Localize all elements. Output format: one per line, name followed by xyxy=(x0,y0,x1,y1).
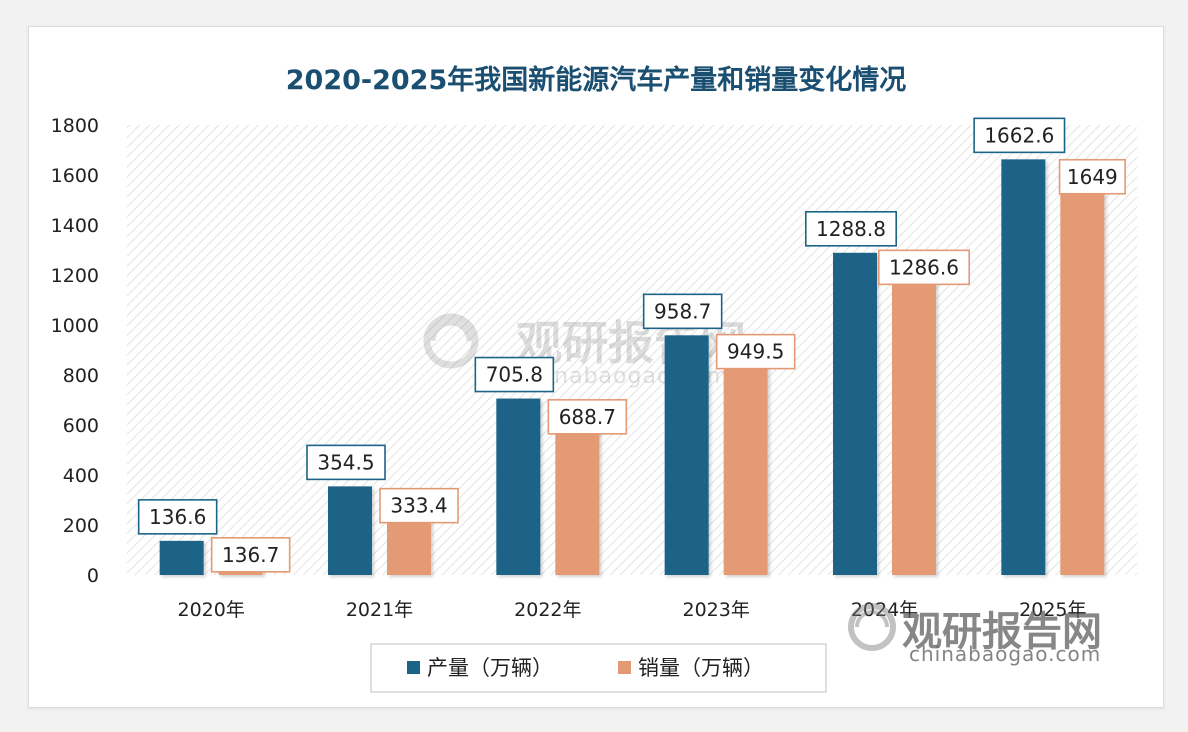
watermark-logo-icon xyxy=(423,313,479,369)
chart: 2020-2025年我国新能源汽车产量和销量变化情况 观研报告网 chinaba… xyxy=(51,64,1137,693)
legend-box xyxy=(370,643,827,693)
data-label-production: 705.8 xyxy=(486,363,543,387)
y-tick-label: 0 xyxy=(87,565,99,587)
watermark-corner: 观研报告网 chinabaogao.com xyxy=(848,603,1102,666)
bar-sales xyxy=(723,337,768,575)
bar-production xyxy=(328,486,372,575)
y-tick-label: 200 xyxy=(63,515,99,537)
data-label-box-production xyxy=(474,356,555,393)
data-label-production: 1662.6 xyxy=(984,123,1054,147)
watermark-corner-logo-icon xyxy=(848,603,896,651)
data-label-production: 1288.8 xyxy=(816,217,886,241)
data-label-production: 136.6 xyxy=(149,505,206,529)
data-label-box-sales xyxy=(1058,158,1126,195)
data-label-box-production xyxy=(306,444,386,481)
chart-title: 2020-2025年我国新能源汽车产量和销量变化情况 xyxy=(286,64,907,96)
x-tick-label: 2021年 xyxy=(346,599,413,621)
legend-swatch-production xyxy=(407,661,420,674)
data-label-box-production xyxy=(137,499,218,535)
legend-label-sales: 销量（万辆） xyxy=(638,656,764,680)
data-label-sales: 688.7 xyxy=(559,405,616,429)
data-label-production: 354.5 xyxy=(317,450,374,474)
bar-production xyxy=(1001,159,1046,575)
x-tick-label: 2025年 xyxy=(1019,599,1086,621)
data-label-box-sales xyxy=(877,249,970,286)
data-labels: 136.6 136.7 354.5 333.4 705.8 688.7 958.7 949.5… xyxy=(137,117,1126,573)
y-tick-label: 1400 xyxy=(51,215,99,237)
y-axis: 0 200 400 600 800 1000 1200 1400 1600 1800 xyxy=(51,115,99,587)
y-tick-label: 400 xyxy=(63,465,99,487)
data-label-sales: 1286.6 xyxy=(889,255,959,279)
watermark-corner-brand: 观研报告网 xyxy=(902,609,1102,655)
x-tick-label: 2022年 xyxy=(514,599,581,621)
bar-production xyxy=(496,398,541,575)
data-label-box-production xyxy=(804,211,897,247)
chart-card: 2020-2025年我国新能源汽车产量和销量变化情况 观研报告网 chinaba… xyxy=(28,26,1164,708)
y-tick-label: 1600 xyxy=(51,165,99,187)
x-tick-label: 2023年 xyxy=(682,599,749,621)
data-label-sales: 333.4 xyxy=(390,494,447,518)
legend-swatch-sales xyxy=(618,661,631,674)
bar-production xyxy=(833,252,877,576)
data-label-box-production xyxy=(642,293,723,330)
bar-production xyxy=(159,540,204,575)
data-label-production: 958.7 xyxy=(654,299,711,323)
data-label-box-sales xyxy=(379,487,459,524)
watermark-corner-site: chinabaogao.com xyxy=(909,642,1101,666)
bar-sales xyxy=(892,253,936,575)
x-tick-label: 2020年 xyxy=(177,599,244,621)
y-tick-label: 600 xyxy=(63,415,99,437)
bar-sales xyxy=(1060,162,1105,575)
y-tick-label: 1800 xyxy=(51,115,99,137)
y-tick-label: 1000 xyxy=(51,315,99,337)
data-label-box-sales xyxy=(547,399,628,435)
plot-area xyxy=(127,125,1137,575)
bar-production xyxy=(664,335,709,575)
data-label-sales: 136.7 xyxy=(222,543,279,567)
legend: 产量（万辆） 销量（万辆） xyxy=(370,643,827,693)
data-label-sales: 949.5 xyxy=(727,340,784,364)
x-axis: 2020年 2021年 2022年 2023年 2024年 2025年 xyxy=(177,599,1086,621)
data-label-sales: 1649 xyxy=(1067,165,1118,189)
x-tick-label: 2024年 xyxy=(851,599,918,621)
y-tick-label: 1200 xyxy=(51,265,99,287)
legend-label-production: 产量（万辆） xyxy=(427,656,553,680)
y-tick-label: 800 xyxy=(63,365,99,387)
data-label-box-sales xyxy=(715,333,796,370)
data-label-box-sales xyxy=(210,537,291,573)
data-label-box-production xyxy=(973,117,1066,154)
bars xyxy=(159,159,1105,576)
